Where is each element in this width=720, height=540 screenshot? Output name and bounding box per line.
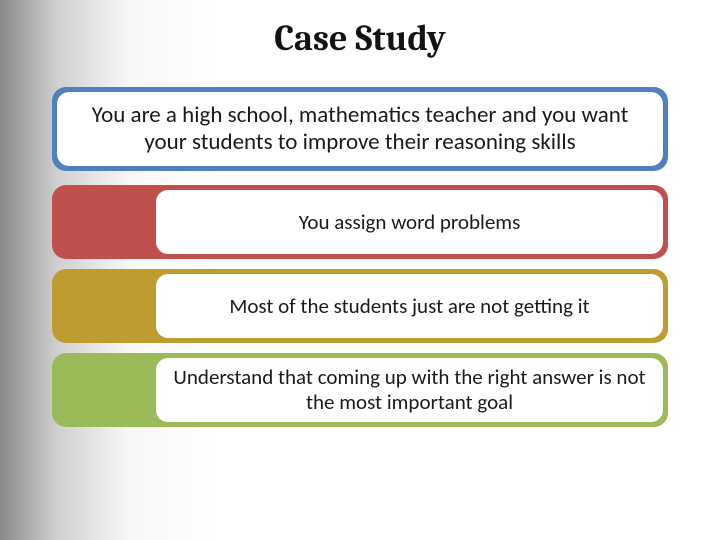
- gap-2: [52, 343, 668, 353]
- gap-0: [52, 171, 668, 185]
- block-action: You assign word problems: [52, 185, 668, 259]
- block-action-text: You assign word problems: [156, 190, 663, 254]
- slide-title: Case Study: [0, 18, 720, 59]
- block-problem: Most of the students just are not gettin…: [52, 269, 668, 343]
- block-insight: Understand that coming up with the right…: [52, 353, 668, 427]
- block-problem-text: Most of the students just are not gettin…: [156, 274, 663, 338]
- block-context-text: You are a high school, mathematics teach…: [57, 92, 663, 166]
- block-insight-text: Understand that coming up with the right…: [156, 358, 663, 422]
- gap-1: [52, 259, 668, 269]
- block-context: You are a high school, mathematics teach…: [52, 87, 668, 171]
- blocks-container: You are a high school, mathematics teach…: [52, 87, 668, 427]
